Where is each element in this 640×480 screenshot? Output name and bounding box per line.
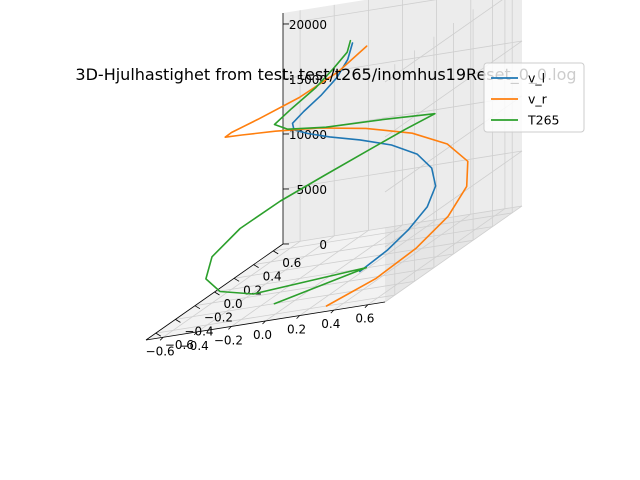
grid-line	[175, 281, 415, 320]
y-tick-mark	[214, 291, 220, 296]
grid-line	[253, 226, 493, 265]
x-tick-mark	[193, 331, 198, 336]
z-tick-label: 20000	[289, 18, 327, 32]
grid-lines	[155, 0, 523, 338]
series-line-t265	[205, 39, 436, 305]
grid-line	[384, 0, 503, 83]
grid-line	[234, 239, 474, 279]
grid-line	[282, 205, 523, 245]
legend-label-t265: T265	[527, 113, 560, 128]
series-line-v-l	[291, 42, 437, 273]
y-tick-label: −0.2	[204, 311, 233, 325]
z-tick-label: 0	[319, 238, 327, 252]
series-lines	[205, 39, 469, 307]
legend-label-v-l: v_l	[528, 71, 545, 86]
x-tick-label: 0.6	[355, 312, 374, 326]
grid-line	[384, 205, 523, 303]
x-tick-mark	[364, 304, 369, 308]
x-tick-label: −0.4	[180, 339, 209, 353]
x-tick-mark	[262, 320, 266, 325]
y-tick-mark	[253, 264, 259, 268]
y-tick-mark	[233, 277, 240, 282]
y-tick-label: 0.2	[243, 283, 262, 297]
legend-label-v-r: v_r	[528, 92, 548, 107]
grid-line	[384, 40, 523, 138]
y-tick-mark	[155, 332, 162, 337]
legend-box	[483, 62, 585, 133]
y-tick-label: 0.4	[263, 270, 282, 284]
y-tick-label: −0.4	[184, 324, 213, 338]
x-tick-label: −0.6	[146, 344, 175, 358]
grid-line	[282, 0, 437, 25]
legend: v_l v_r T265	[483, 62, 585, 133]
x-tick-label: −0.2	[214, 333, 243, 347]
y-tick-label: −0.6	[165, 338, 194, 352]
x-tick-mark	[296, 315, 300, 319]
z-tick-label: 5000	[296, 183, 327, 197]
x-tick-label: 0.0	[253, 328, 272, 342]
grid-line	[194, 267, 434, 307]
x-tick-label: 0.4	[321, 317, 340, 331]
x-tick-mark	[330, 309, 335, 314]
series-line-v-r	[224, 45, 469, 307]
y-tick-mark	[272, 250, 279, 255]
y-tick-label: 0.6	[282, 256, 301, 270]
x-tick-mark	[159, 337, 164, 341]
chart-title: 3D-Hjulhastighet from test: test/t265/in…	[75, 65, 576, 85]
grid-line	[214, 253, 454, 293]
grid-line	[273, 212, 513, 252]
y-tick-mark	[175, 319, 181, 323]
grid-line	[155, 294, 395, 334]
x-tick-mark	[228, 326, 232, 330]
grid-line	[282, 40, 523, 80]
x-tick-label: 0.2	[287, 323, 306, 337]
y-tick-label: 0.0	[224, 297, 243, 311]
z-tick-label: 15000	[289, 73, 327, 87]
y-tick-mark	[194, 305, 201, 310]
x-axis-ticks: −0.6 −0.4 −0.2 0.0 0.2 0.4 0.6	[146, 304, 374, 358]
grid-line	[282, 150, 523, 190]
